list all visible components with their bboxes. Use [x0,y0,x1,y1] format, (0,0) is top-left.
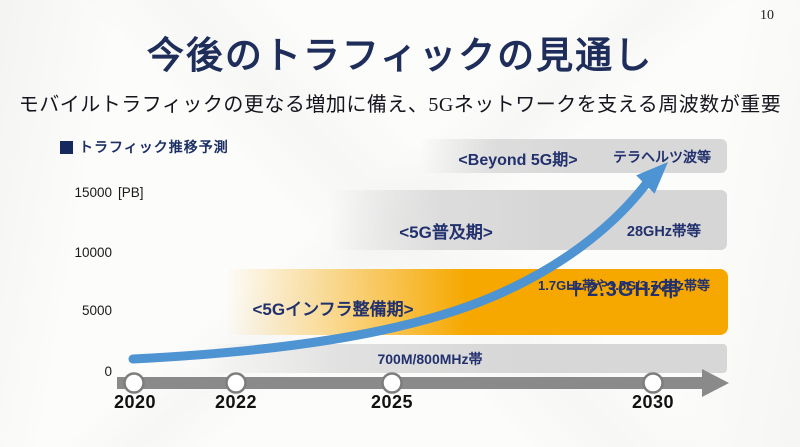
phase-spectrum-line2: ＋2.3GHz帯 [566,279,682,301]
legend-square-icon [60,140,73,154]
phase-spectrum-label: テラヘルツ波等 [613,149,711,165]
phase-band-beyond-5g: <Beyond 5G期> テラヘルツ波等 [420,139,727,173]
phase-spectrum-label: 28GHz帯等 [626,224,702,240]
y-tick-10000: 10000 [74,245,112,260]
phase-band-5g-infra: <5Gインフラ整備期> 1.7GHz帯や3.5G/3.7GHz帯等 ＋2.3GHz… [225,269,728,335]
slide-subtitle: モバイルトラフィックの更なる増加に備え、5Gネットワークを支える周波数が重要 [18,94,782,116]
x-tick-2022: 2022 [214,392,258,412]
y-axis-unit: [PB] [118,185,144,200]
y-tick-0: 0 [104,364,112,379]
page-number: 10 [760,8,774,23]
slide-title: 今後のトラフィックの見通し [146,36,654,77]
x-tick-2030: 2030 [631,392,675,412]
y-tick-5000: 5000 [81,303,112,318]
x-tick-2020: 2020 [113,392,157,412]
x-tick-2025: 2025 [370,392,414,412]
phase-era-label: <5Gインフラ整備期> [252,300,414,319]
legend-label: トラフィック推移予測 [79,141,229,156]
phase-era-label: <5G普及期> [399,223,493,242]
chart-legend: トラフィック推移予測 [60,137,229,157]
phase-band-legacy: 700M/800MHz帯 [205,344,727,373]
phase-band-5g-spread: <5G普及期> 28GHz帯等 [330,190,727,250]
phase-spectrum-label: 700M/800MHz帯 [377,351,483,367]
y-tick-15000: 15000 [74,185,112,200]
phase-era-label: <Beyond 5G期> [458,152,578,169]
